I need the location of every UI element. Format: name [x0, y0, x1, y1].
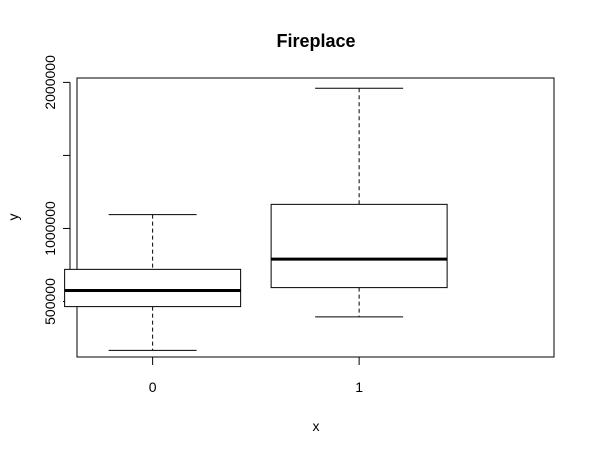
y-tick-label: 500000 — [42, 278, 58, 325]
y-tick-label: 1000000 — [42, 201, 58, 256]
x-tick-label: 1 — [355, 379, 363, 395]
y-axis-label: y — [5, 214, 21, 221]
chart-title: Fireplace — [276, 31, 355, 51]
x-tick-label: 0 — [149, 379, 157, 395]
box-1 — [270, 87, 448, 318]
box-0 — [64, 214, 242, 351]
box-series — [64, 87, 448, 351]
iqr-box — [270, 203, 448, 289]
y-axis: 500000 1000000 2000000 — [42, 55, 71, 325]
iqr-box — [64, 268, 242, 308]
x-axis-label: x — [313, 418, 320, 434]
y-tick-label: 2000000 — [42, 55, 58, 110]
